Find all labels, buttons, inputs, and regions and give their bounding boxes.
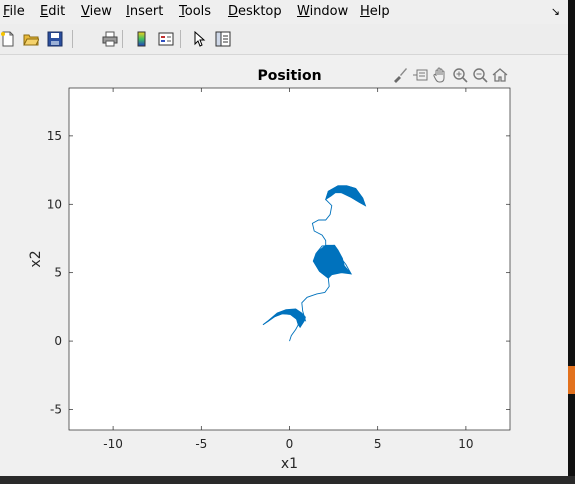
home-icon[interactable] [491,66,509,84]
y-tick-label: -5 [50,402,62,416]
data-tip-icon[interactable] [411,66,429,84]
y-tick-label: 10 [47,197,62,211]
axes-toolbar [391,66,509,84]
chart-title: Position [257,68,321,84]
y-tick-label: 15 [47,129,62,143]
y-tick-label: 0 [54,334,62,348]
plot-area [69,88,510,430]
x-tick-label: 0 [286,437,294,451]
figure-window: File Edit View Insert Tools Desktop Window Help… [0,0,568,476]
x-tick-label: -10 [103,437,123,451]
background-window [568,0,575,484]
desktop-strip [0,476,575,484]
x-tick-label: -5 [195,437,207,451]
x-tick-label: 5 [374,437,382,451]
x-tick-label: 10 [458,437,473,451]
background-accent [568,366,575,394]
zoom-out-icon[interactable] [471,66,489,84]
y-tick-label: 5 [54,266,62,280]
x-axis-label: x1 [281,456,298,472]
zoom-in-icon[interactable] [451,66,469,84]
brush-icon[interactable] [391,66,409,84]
y-axis-label: x2 [28,250,44,267]
pan-icon[interactable] [431,66,449,84]
